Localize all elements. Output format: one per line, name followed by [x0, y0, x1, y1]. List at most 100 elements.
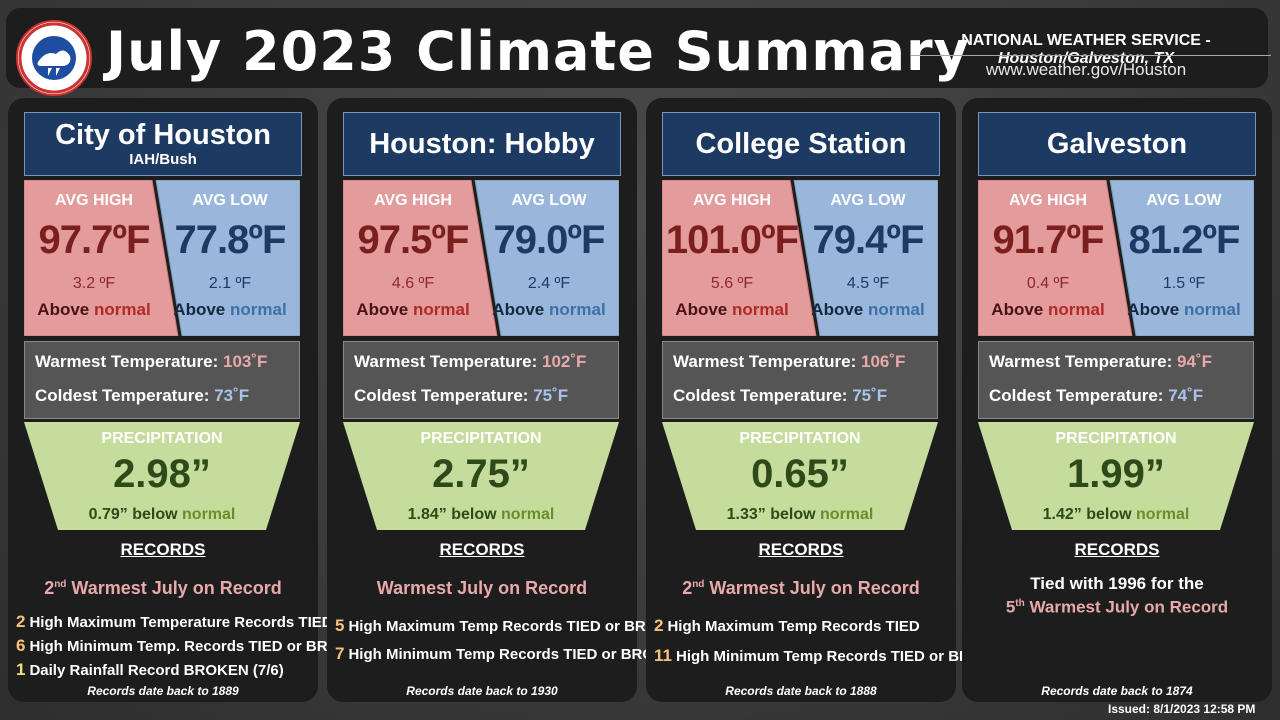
precip-departure-value: 1.33” [726, 506, 771, 523]
records-title: RECORDS [1074, 540, 1160, 559]
tied-text: Tied with 1996 for the [1030, 574, 1204, 593]
avg-high-shape [24, 180, 179, 336]
temperature-extremes: Warmest Temperature: 106˚F Coldest Tempe… [662, 341, 938, 419]
above-text: Above [173, 300, 226, 319]
normal-text: normal [732, 300, 789, 319]
website-link[interactable]: www.weather.gov/Houston [985, 60, 1187, 79]
avg-low-value: 79.0ºF [493, 218, 606, 262]
precip-label: PRECIPITATION [420, 430, 542, 447]
avg-high-shape [343, 180, 498, 336]
records-title: RECORDS [439, 540, 525, 559]
warmest-value: 102˚F [542, 352, 587, 371]
tied-main: Warmest July on Record [1024, 597, 1229, 617]
precip-trapezoid [662, 422, 938, 530]
warmest-label: Warmest Temperature: [35, 352, 219, 371]
warmest-label: Warmest Temperature: [673, 352, 857, 371]
records-tied-note: Tied with 1996 for the 5th Warmest July … [962, 574, 1272, 618]
record-headline: Warmest July on Record [327, 578, 637, 599]
record-item: 1 Daily Rainfall Record BROKEN (7/6) [16, 660, 284, 680]
temperature-extremes: Warmest Temperature: 102˚F Coldest Tempe… [343, 341, 619, 419]
records-since: Records date back to 1888 [725, 684, 877, 698]
record-main-text: Warmest July on Record [704, 578, 920, 598]
normal-text: normal [868, 300, 925, 319]
coldest-value: 73˚F [214, 386, 250, 405]
temperature-shapes [24, 180, 300, 336]
record-count: 7 [335, 644, 345, 663]
warmest-row: Warmest Temperature: 94˚F [989, 352, 1212, 372]
avg-high-label: AVG HIGH [1009, 192, 1087, 209]
records-title: RECORDS [120, 540, 206, 559]
precip-value: 2.98” [113, 452, 211, 496]
station-name: College Station [695, 128, 907, 160]
record-text: High Minimum Temp Records TIED or BROKEN [348, 646, 686, 663]
nws-logo[interactable] [16, 20, 92, 96]
avg-high-label: AVG HIGH [693, 192, 771, 209]
normal-text: normal [1184, 300, 1241, 319]
normal-text: normal [820, 506, 874, 523]
station-header: College Station [662, 112, 940, 176]
header-bar: July 2023 Climate Summary NATIONAL WEATH… [6, 8, 1271, 96]
precip-departure: 1.84” below normal [343, 506, 619, 524]
agency-label: NATIONAL WEATHER SERVICE - [961, 32, 1211, 49]
record-headline: 2nd Warmest July on Record [646, 578, 956, 599]
avg-high-label: AVG HIGH [55, 192, 133, 209]
record-item: 2 High Maximum Temperature Records TIED [16, 612, 333, 632]
precipitation-block: PRECIPITATION 2.75” 1.84” below normal [343, 422, 619, 532]
precipitation-shape [24, 422, 300, 530]
record-item: 11 High Minimum Temp Records TIED or BROK… [654, 646, 1013, 666]
temperature-extremes: Warmest Temperature: 94˚F Coldest Temper… [978, 341, 1254, 419]
temperature-block: AVG HIGH 97.5ºF 4.6 ºF Above normal AVG … [343, 180, 619, 336]
coldest-row: Coldest Temperature: 75˚F [354, 386, 568, 406]
record-text: Daily Rainfall Record BROKEN (7/6) [29, 662, 284, 679]
above-text: Above [37, 300, 90, 319]
records-title: RECORDS [758, 540, 844, 559]
record-item: 5 High Maximum Temp Records TIED or BROKE… [335, 616, 689, 636]
avg-low-value: 77.8ºF [174, 218, 287, 262]
record-count: 6 [16, 636, 26, 655]
tied-rank-line: 5th Warmest July on Record [962, 594, 1272, 618]
normal-text: normal [501, 506, 555, 523]
agency-name: NATIONAL WEATHER SERVICE - Houston/Galve… [906, 32, 1266, 68]
precip-trapezoid [978, 422, 1254, 530]
avg-high-normal: Above normal [662, 300, 802, 320]
precip-label: PRECIPITATION [739, 430, 861, 447]
station-subtitle: IAH/Bush [129, 151, 197, 168]
precip-trapezoid [24, 422, 300, 530]
avg-high-departure: 4.6 ºF [391, 275, 435, 292]
station-header: City of Houston IAH/Bush [24, 112, 302, 176]
coldest-row: Coldest Temperature: 75˚F [673, 386, 887, 406]
normal-text: normal [549, 300, 606, 319]
avg-high-value: 91.7ºF [992, 218, 1105, 262]
record-item: 2 High Maximum Temp Records TIED [654, 616, 920, 636]
coldest-label: Coldest Temperature: [35, 386, 210, 405]
station-name: City of Houston [55, 119, 271, 151]
precipitation-block: PRECIPITATION 1.99” 1.42” below normal [978, 422, 1254, 532]
station-name: Galveston [1046, 128, 1188, 160]
avg-high-shape [978, 180, 1133, 336]
issued-timestamp: Issued: 8/1/2023 12:58 PM [1108, 702, 1256, 716]
record-main-text: Warmest July on Record [376, 578, 588, 598]
avg-low-value: 81.2ºF [1128, 218, 1241, 262]
precip-departure: 0.79” below normal [24, 506, 300, 524]
normal-text: normal [182, 506, 236, 523]
record-text: High Maximum Temp Records TIED or BROKEN [348, 618, 690, 635]
avg-high-normal: Above normal [343, 300, 483, 320]
coldest-row: Coldest Temperature: 74˚F [989, 386, 1203, 406]
temperature-shapes [978, 180, 1254, 336]
nws-seal-icon [18, 22, 90, 94]
precip-value: 2.75” [432, 452, 530, 496]
precipitation-shape [343, 422, 619, 530]
temperature-shapes [343, 180, 619, 336]
avg-low-normal: Above normal [1114, 300, 1254, 320]
warmest-label: Warmest Temperature: [989, 352, 1173, 371]
warmest-row: Warmest Temperature: 102˚F [354, 352, 586, 372]
avg-low-shape [793, 180, 938, 336]
above-text: Above [991, 300, 1044, 319]
warmest-row: Warmest Temperature: 106˚F [673, 352, 905, 372]
record-rank-suffix: nd [54, 579, 67, 590]
normal-text: normal [1048, 300, 1105, 319]
record-item: 6 High Minimum Temp. Records TIED or BROK… [16, 636, 371, 656]
avg-low-departure: 4.5 ºF [846, 275, 890, 292]
precip-departure-value: 1.84” [407, 506, 452, 523]
header-divider [911, 55, 1271, 56]
